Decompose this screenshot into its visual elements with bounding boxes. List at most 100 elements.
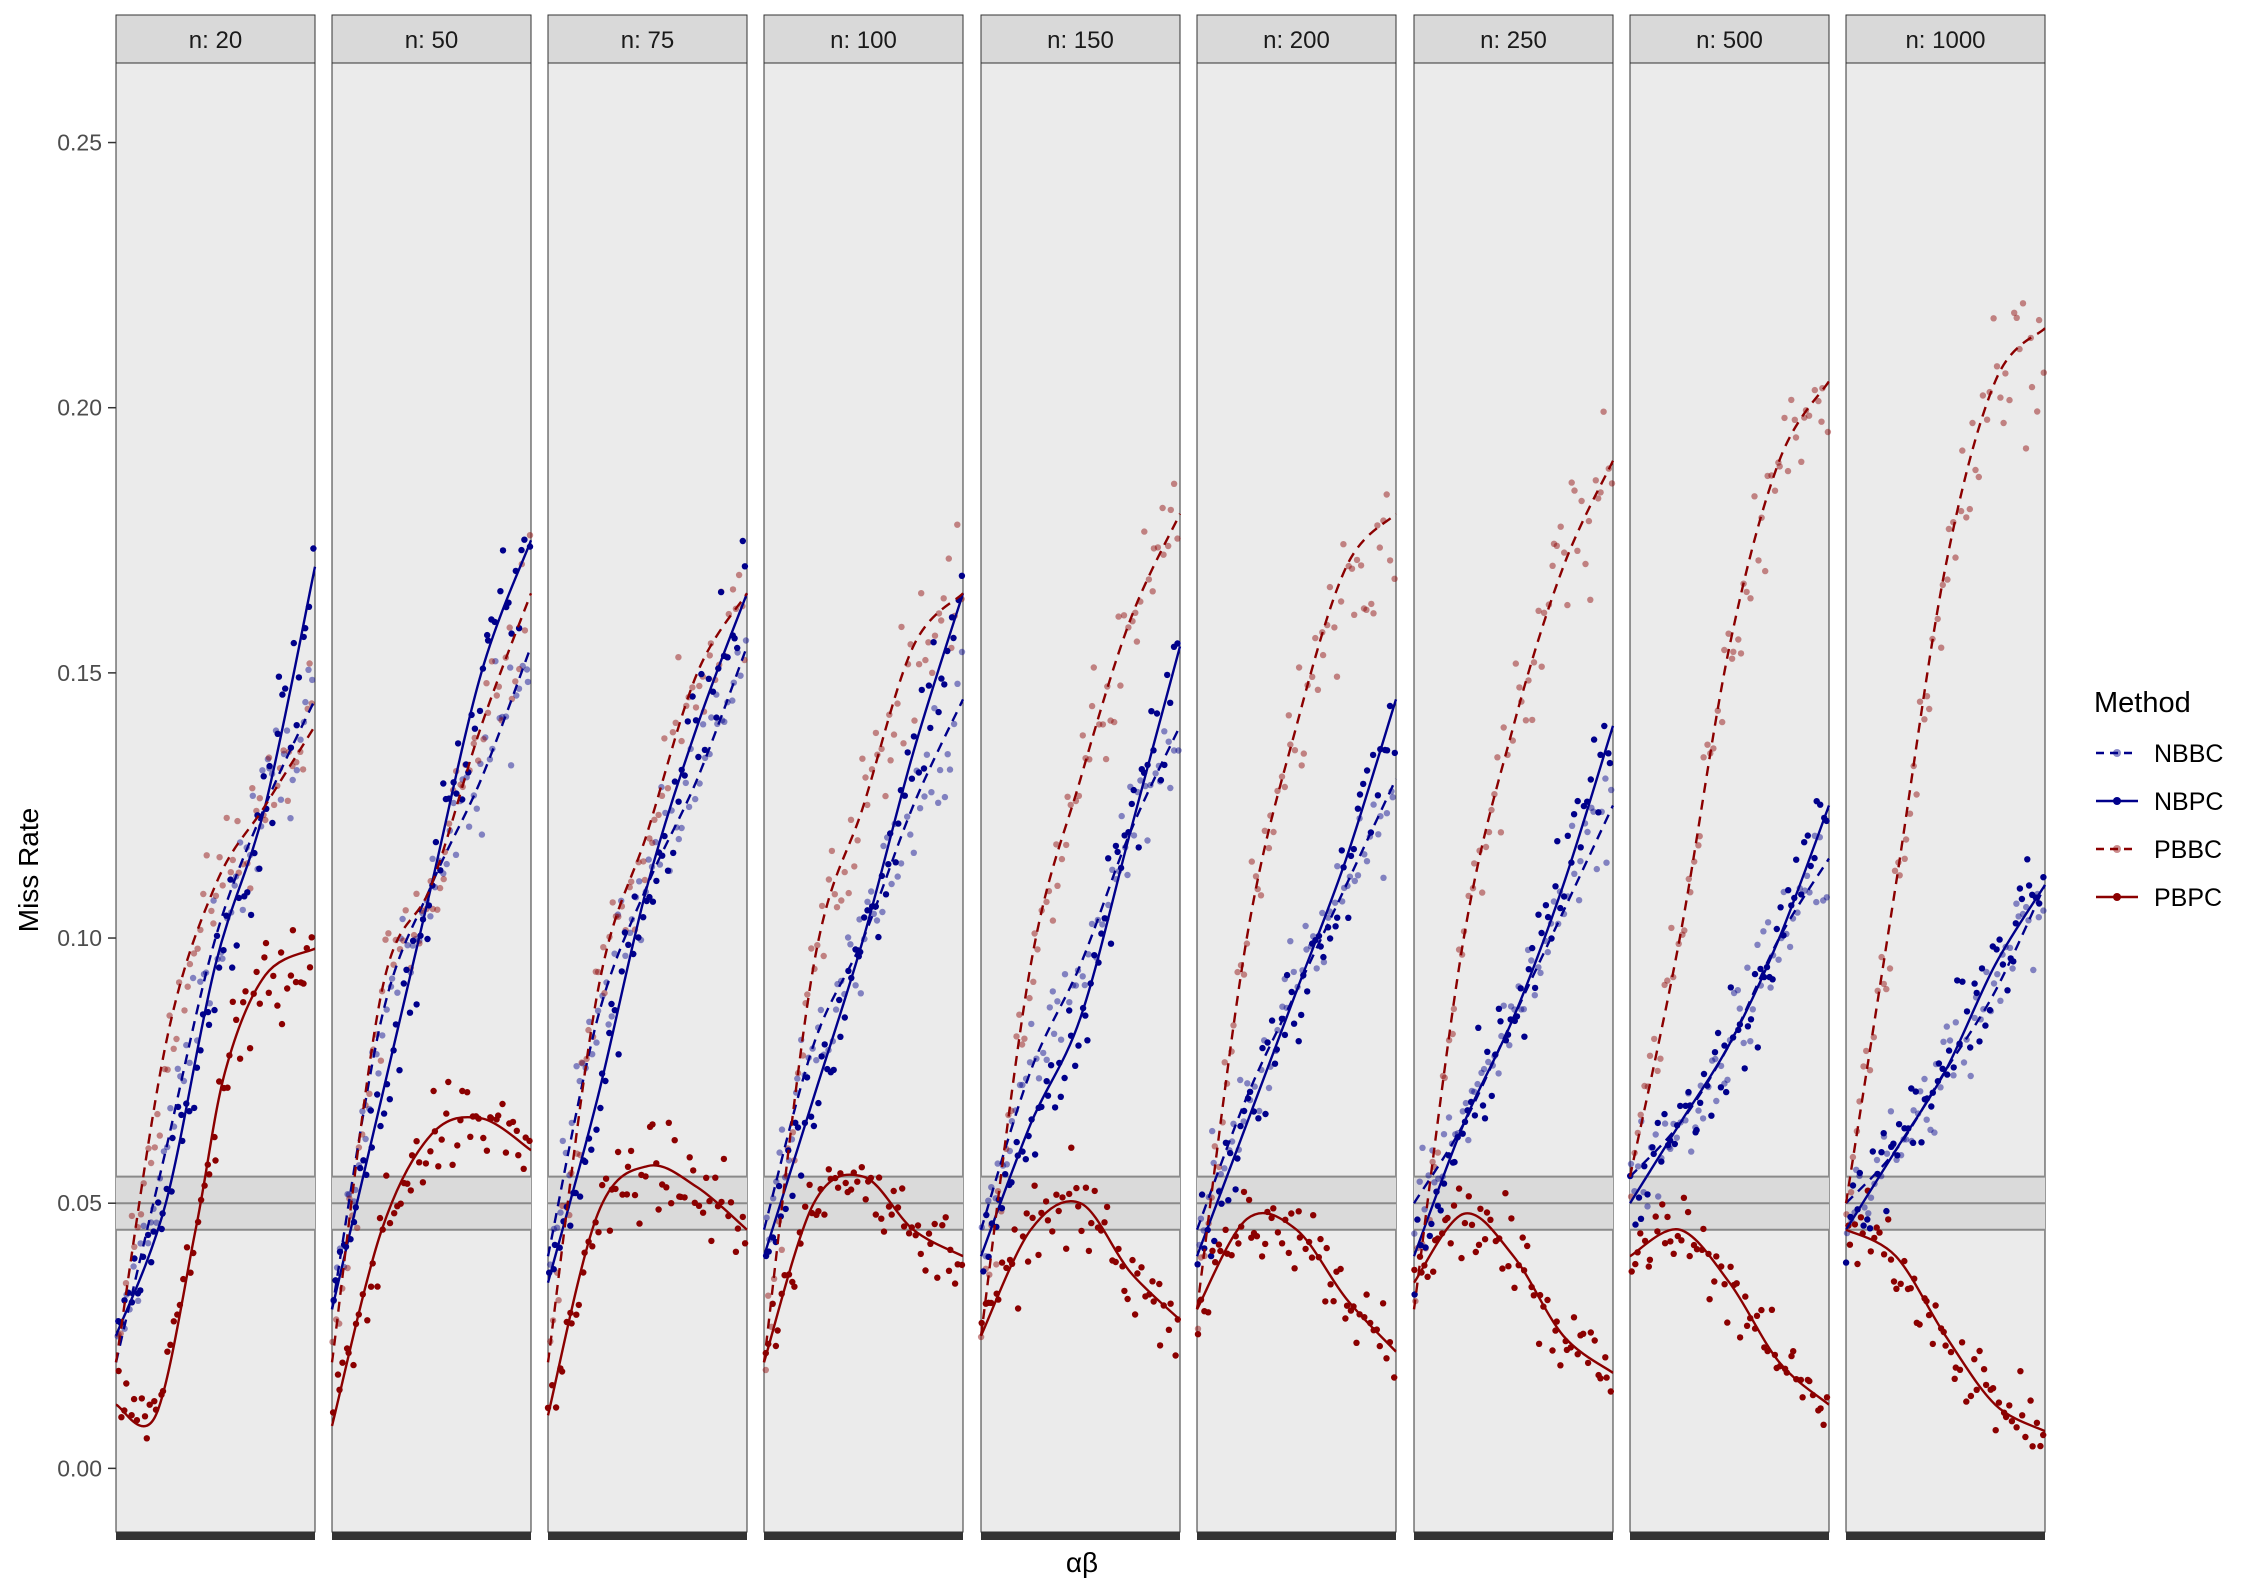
data-point-pbbc (1700, 754, 1707, 761)
data-point-pbpc (513, 1127, 520, 1135)
data-point-nbpc (1112, 842, 1120, 850)
data-point-nbpc (409, 937, 417, 944)
facet-strip (1413, 14, 1614, 64)
data-point-pbpc (1383, 1355, 1390, 1362)
data-point-pbbc (1197, 1254, 1205, 1261)
data-point-nbpc (821, 1041, 828, 1048)
data-point-pbpc (958, 1261, 966, 1269)
data-point-pbbc (1064, 793, 1071, 800)
data-point-pbpc (151, 1398, 158, 1405)
data-point-nbpc (681, 772, 688, 779)
data-point-pbpc (945, 1267, 953, 1275)
data-point-nbpc (380, 1110, 388, 1117)
data-point-nbbc (1363, 858, 1371, 865)
data-point-pbpc (1995, 1399, 2003, 1406)
data-point-pbbc (137, 1211, 145, 1218)
data-point-nbbc (1590, 808, 1597, 815)
data-point-nbbc (868, 888, 875, 895)
data-point-nbpc (797, 1172, 805, 1179)
data-point-pbbc (154, 1110, 161, 1118)
smooth-line-nbbc (1845, 884, 2047, 1205)
data-point-nbpc (904, 749, 911, 756)
data-point-nbpc (1529, 944, 1536, 952)
data-point-pbbc (306, 660, 313, 667)
data-point-pbpc (1131, 1311, 1139, 1318)
data-point-nbpc (1999, 961, 2007, 968)
data-point-pbpc (695, 1202, 703, 1210)
data-point-pbpc (1645, 1263, 1653, 1270)
data-point-pbbc (1154, 544, 1162, 551)
data-point-pbpc (374, 1283, 381, 1290)
data-point-nbpc (1051, 1104, 1059, 1111)
facet-strip (1196, 14, 1397, 64)
data-point-nbbc (1740, 1039, 1747, 1047)
data-point-nbbc (249, 792, 256, 799)
data-point-pbpc (842, 1179, 849, 1187)
data-point-pbpc (1790, 1348, 1797, 1355)
data-point-pbpc (287, 972, 295, 979)
data-point-pbbc (872, 729, 880, 737)
data-point-pbbc (1160, 551, 1167, 558)
data-point-pbpc (1487, 1216, 1494, 1224)
data-point-pbbc (1866, 1067, 1874, 1074)
data-point-pbbc (1488, 806, 1495, 814)
data-point-nbbc (1419, 1144, 1426, 1152)
data-point-pbbc (578, 1059, 585, 1066)
data-point-nbbc (904, 813, 911, 820)
data-point-pbbc (1386, 557, 1394, 564)
data-point-nbbc (1813, 898, 1820, 906)
data-point-pbbc (1608, 480, 1616, 487)
data-point-pbbc (410, 931, 418, 939)
data-point-nbpc (1347, 852, 1355, 860)
data-point-pbpc (1530, 1292, 1538, 1299)
data-point-nbbc (1237, 1076, 1244, 1084)
data-point-nbpc (807, 1113, 815, 1120)
data-point-nbbc (1389, 794, 1396, 801)
data-point-nbpc (266, 762, 273, 770)
data-point-pbpc (1209, 1247, 1216, 1255)
data-point-nbbc (708, 714, 715, 721)
data-point-pbpc (2027, 1397, 2034, 1404)
data-point-pbpc (383, 1172, 390, 1179)
data-point-pbpc (1659, 1201, 1666, 1208)
data-point-pbpc (1363, 1291, 1370, 1298)
data-point-pbbc (256, 795, 263, 802)
data-point-pbpc (1253, 1233, 1261, 1240)
data-point-pbbc (2034, 408, 2041, 415)
data-point-nbbc (1105, 901, 1112, 909)
data-point-nbbc (1736, 1005, 1744, 1012)
data-point-pbpc (1602, 1354, 1609, 1361)
data-point-nbpc (1632, 1221, 1639, 1228)
data-point-pbpc (1112, 1258, 1119, 1266)
data-point-nbpc (377, 1122, 384, 1130)
data-point-nbbc (1910, 1107, 1917, 1114)
data-point-nbbc (844, 934, 852, 941)
data-point-nbbc (394, 989, 401, 996)
panel-background (1845, 62, 2046, 1533)
data-point-pbbc (1441, 1074, 1448, 1082)
data-point-nbbc (1754, 941, 1761, 948)
data-point-pbbc (940, 595, 947, 602)
data-point-pbpc (427, 1148, 434, 1155)
data-point-pbpc (1976, 1347, 1983, 1355)
data-point-nbpc (1597, 751, 1604, 758)
smooth-line-pbbc (762, 592, 964, 1363)
data-point-nbbc (589, 1051, 596, 1058)
data-point-nbpc (1918, 1139, 1925, 1146)
data-point-nbbc (345, 1191, 353, 1198)
data-point-pbbc (1675, 940, 1682, 947)
data-point-nbbc (264, 756, 272, 763)
facet-panel: n: 500 (1627, 14, 1832, 1540)
data-point-nbpc (664, 867, 672, 874)
data-point-nbbc (1043, 1056, 1050, 1064)
data-point-pbbc (592, 968, 599, 975)
data-point-pbbc (1383, 491, 1390, 498)
data-point-pbpc (1851, 1221, 1859, 1228)
data-point-nbpc (1451, 1158, 1458, 1166)
data-point-pbpc (1980, 1366, 1988, 1373)
data-point-nbbc (280, 750, 288, 758)
data-point-nbpc (1723, 1088, 1730, 1096)
data-point-nbpc (1883, 1207, 1890, 1215)
data-point-pbpc (170, 1318, 177, 1325)
data-point-pbpc (1967, 1392, 1975, 1400)
